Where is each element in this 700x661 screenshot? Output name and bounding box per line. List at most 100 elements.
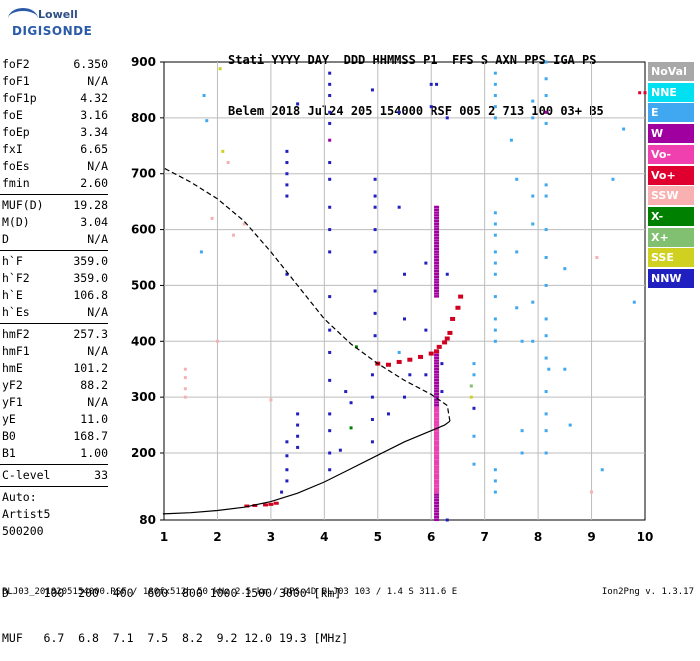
echo-point [285, 149, 289, 153]
echo-mark [434, 487, 440, 491]
param-value: N/A [87, 395, 108, 409]
param-value: 3.04 [80, 215, 108, 229]
echo-mark [434, 211, 440, 214]
echo-mark [434, 228, 440, 231]
echo-mark [434, 289, 440, 293]
echo-point [429, 82, 433, 86]
echo-mark [434, 423, 440, 427]
header-labels: Stati YYYY DAY DDD HHMMSS P1 FFS S AXN P… [228, 53, 597, 67]
echo-point [328, 468, 332, 472]
param-row: yF2 88.2 [0, 377, 108, 394]
echo-point [202, 94, 206, 98]
echo-point [296, 412, 300, 416]
echo-mark [434, 406, 440, 410]
echo-point [622, 127, 626, 131]
echo-mark [434, 264, 440, 267]
x-tick-label: 9 [587, 530, 595, 544]
echo-point [493, 295, 497, 299]
param-value: N/A [87, 159, 108, 173]
param-row: hmF2 257.3 [0, 326, 108, 343]
echo-mark [434, 465, 440, 468]
param-value: 168.7 [73, 429, 108, 443]
param-name: h`Es [2, 305, 30, 319]
echo-mark [434, 426, 440, 429]
lowell-digisonde-logo: Lowell DIGISONDE [6, 6, 92, 42]
scaled-parameters-panel: foF2 6.350 foF1 N/A foF1p 4.32 foE 3.16 foEp 3.34… [0, 56, 108, 540]
y-tick-label: 500 [131, 278, 156, 292]
echo-mark [434, 512, 440, 516]
echo-point [544, 412, 548, 416]
param-value: N/A [87, 305, 108, 319]
param-value: 11.0 [80, 412, 108, 426]
echo-point [328, 71, 332, 75]
echo-mark [434, 415, 440, 418]
param-value: 257.3 [73, 327, 108, 341]
echo-mark [434, 390, 440, 393]
echo-mark [434, 476, 440, 480]
echo-point [493, 82, 497, 86]
x-tick-label: 3 [267, 530, 275, 544]
echo-point [445, 518, 449, 522]
echo-point [544, 317, 548, 321]
echo-mark [434, 261, 440, 265]
echo-point [373, 334, 377, 338]
param-row: B1 1.00 [0, 445, 108, 462]
echo-point [544, 334, 548, 338]
echo-mark [434, 431, 440, 435]
echo-point [370, 417, 374, 421]
echo-point [595, 256, 599, 259]
echo-point [349, 426, 353, 430]
echo-mark [434, 490, 440, 494]
param-name: foF2 [2, 57, 30, 71]
echo-point [183, 376, 187, 380]
param-row: foF2 6.350 [0, 56, 108, 73]
x-tick-label: 6 [427, 530, 435, 544]
echo-point [493, 272, 497, 276]
echo-point [242, 222, 246, 226]
echo-point [544, 194, 548, 198]
param-name: h`F [2, 254, 23, 268]
echo-point [296, 434, 300, 438]
legend-item: SSE [648, 248, 694, 268]
echo-point [349, 401, 353, 405]
echo-point [231, 233, 235, 237]
echo-point [544, 94, 548, 98]
param-row: fxI 6.65 [0, 141, 108, 158]
echo-mark [434, 208, 440, 212]
legend-item: W [648, 124, 694, 144]
echo-point [493, 116, 497, 120]
echo-mark [434, 473, 440, 477]
echo-point [493, 317, 497, 321]
echo-mark [434, 278, 440, 281]
echo-mark [434, 468, 440, 471]
echo-point [472, 406, 476, 410]
echo-point [493, 490, 497, 494]
param-row: 500200 [0, 523, 108, 540]
f-trace-point [444, 336, 450, 341]
echo-point [328, 110, 332, 114]
echo-point [328, 250, 332, 254]
param-value: 1.00 [80, 446, 108, 460]
param-value: 33 [94, 468, 108, 482]
echo-mark [434, 256, 440, 259]
echo-point [469, 384, 473, 388]
echo-point [531, 222, 535, 226]
echo-mark [434, 445, 440, 449]
echo-point [544, 228, 548, 232]
echo-point [531, 116, 535, 120]
echo-point [296, 445, 300, 449]
echo-mark [434, 510, 440, 513]
muf-value-row: MUF 6.7 6.8 7.1 7.5 8.2 9.2 12.0 19.3 [M… [2, 631, 349, 645]
echo-mark [434, 459, 440, 463]
echo-mark [434, 373, 440, 376]
echo-mark [434, 239, 440, 242]
echo-point [296, 423, 300, 427]
echo-point [328, 412, 332, 416]
echo-point [600, 468, 604, 472]
echo-mark [434, 364, 440, 368]
x-tick-label: 7 [480, 530, 488, 544]
echo-point [328, 177, 332, 181]
echo-point [544, 121, 548, 125]
echo-mark [434, 401, 440, 404]
echo-mark [434, 230, 440, 234]
